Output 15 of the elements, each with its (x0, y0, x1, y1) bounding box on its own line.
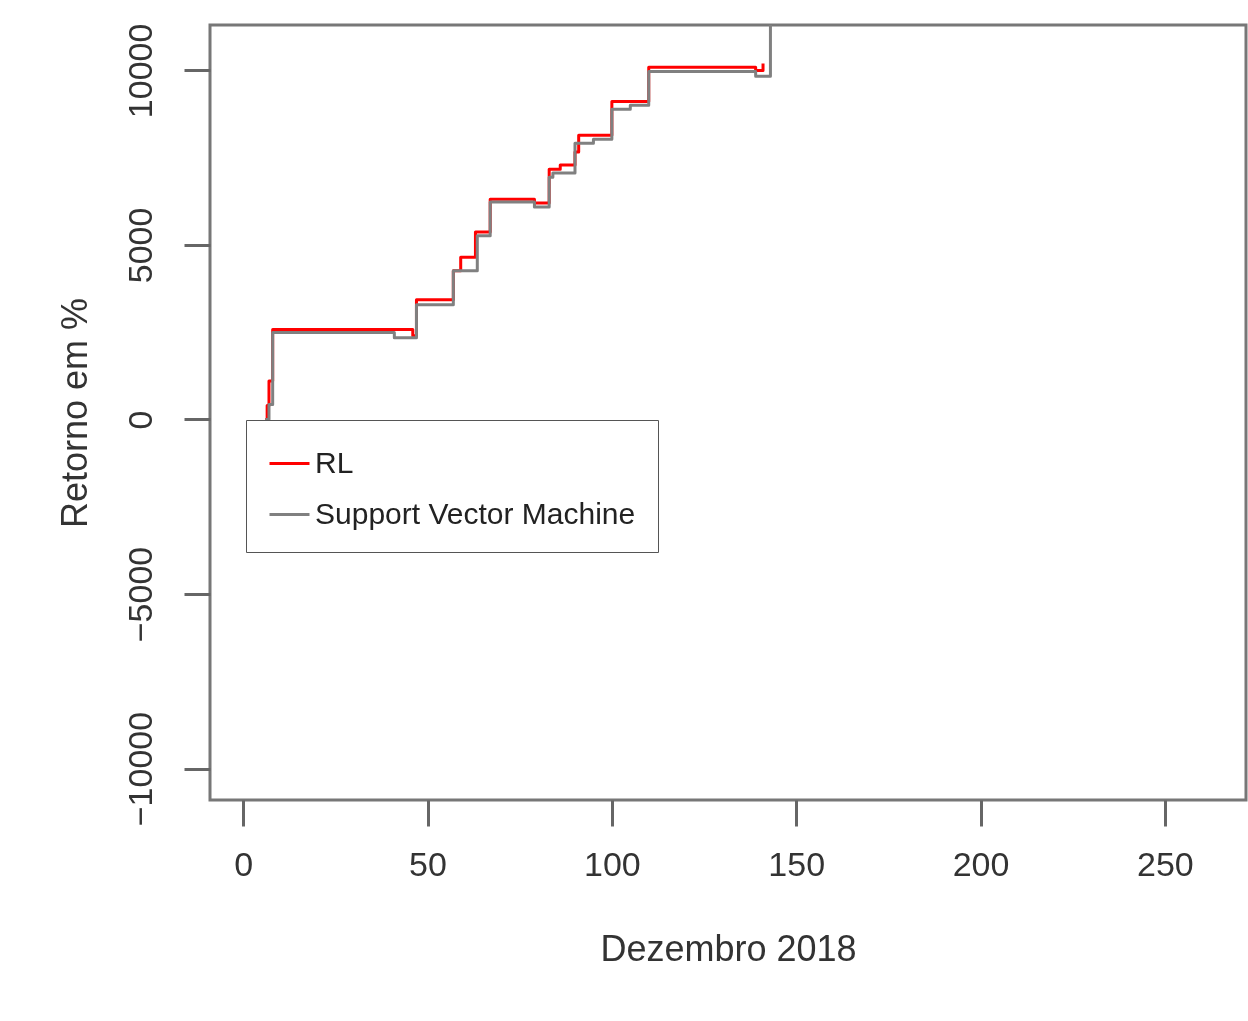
x-axis-title: Dezembro 2018 (600, 927, 857, 969)
x-tick-label: 100 (584, 844, 641, 883)
y-tick-label: 0 (120, 410, 159, 430)
y-axis-title: Retorno em % (53, 297, 95, 529)
x-tick-label: 200 (952, 844, 1010, 883)
y-tick-label: 5000 (120, 207, 159, 284)
x-tick-label: 0 (234, 844, 254, 883)
legend-label: RL (315, 445, 354, 479)
y-tick-label: −10000 (120, 711, 159, 827)
y-tick-label: −5000 (120, 546, 159, 643)
x-tick-label: 50 (409, 844, 447, 883)
x-tick-label: 150 (768, 844, 826, 883)
x-tick-label: 250 (1137, 844, 1194, 883)
y-tick-label: 10000 (120, 23, 159, 119)
legend-label: Support Vector Machine (315, 496, 636, 530)
